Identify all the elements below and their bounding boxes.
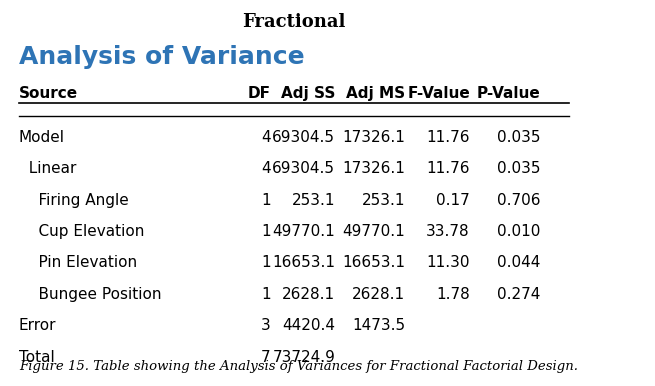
Text: Pin Elevation: Pin Elevation — [19, 256, 137, 271]
Text: 16653.1: 16653.1 — [272, 256, 335, 271]
Text: 16653.1: 16653.1 — [343, 256, 405, 271]
Text: 49770.1: 49770.1 — [343, 224, 405, 239]
Text: Adj SS: Adj SS — [281, 86, 335, 101]
Text: 253.1: 253.1 — [291, 193, 335, 208]
Text: 1.78: 1.78 — [436, 287, 470, 302]
Text: Total: Total — [19, 350, 55, 365]
Text: 11.30: 11.30 — [426, 256, 470, 271]
Text: Linear: Linear — [19, 161, 77, 176]
Text: Firing Angle: Firing Angle — [19, 193, 128, 208]
Text: P-Value: P-Value — [476, 86, 540, 101]
Text: 49770.1: 49770.1 — [272, 224, 335, 239]
Text: 11.76: 11.76 — [426, 161, 470, 176]
Text: 0.17: 0.17 — [436, 193, 470, 208]
Text: 253.1: 253.1 — [362, 193, 405, 208]
Text: 0.035: 0.035 — [496, 161, 540, 176]
Text: 73724.9: 73724.9 — [272, 350, 335, 365]
Text: Cup Elevation: Cup Elevation — [19, 224, 144, 239]
Text: Analysis of Variance: Analysis of Variance — [19, 46, 305, 69]
Text: 4: 4 — [261, 130, 271, 145]
Text: 4420.4: 4420.4 — [282, 318, 335, 334]
Text: 3: 3 — [261, 318, 271, 334]
Text: 69304.5: 69304.5 — [272, 161, 335, 176]
Text: 2628.1: 2628.1 — [282, 287, 335, 302]
Text: Source: Source — [19, 86, 78, 101]
Text: 1: 1 — [261, 193, 271, 208]
Text: 17326.1: 17326.1 — [343, 130, 405, 145]
Text: 4: 4 — [261, 161, 271, 176]
Text: DF: DF — [248, 86, 271, 101]
Text: 0.044: 0.044 — [496, 256, 540, 271]
Text: 1473.5: 1473.5 — [352, 318, 405, 334]
Text: 0.035: 0.035 — [496, 130, 540, 145]
Text: 0.706: 0.706 — [496, 193, 540, 208]
Text: 0.274: 0.274 — [496, 287, 540, 302]
Text: 1: 1 — [261, 224, 271, 239]
Text: Bungee Position: Bungee Position — [19, 287, 161, 302]
Text: 17326.1: 17326.1 — [343, 161, 405, 176]
Text: 33.78: 33.78 — [426, 224, 470, 239]
Text: 0.010: 0.010 — [496, 224, 540, 239]
Text: Figure 15. Table showing the Analysis of Variances for Fractional Factorial Desi: Figure 15. Table showing the Analysis of… — [19, 360, 578, 373]
Text: Adj MS: Adj MS — [346, 86, 405, 101]
Text: 69304.5: 69304.5 — [272, 130, 335, 145]
Text: 7: 7 — [261, 350, 271, 365]
Text: Model: Model — [19, 130, 65, 145]
Text: 1: 1 — [261, 256, 271, 271]
Text: 1: 1 — [261, 287, 271, 302]
Text: 2628.1: 2628.1 — [352, 287, 405, 302]
Text: Fractional: Fractional — [242, 13, 346, 31]
Text: Error: Error — [19, 318, 56, 334]
Text: F-Value: F-Value — [407, 86, 470, 101]
Text: 11.76: 11.76 — [426, 130, 470, 145]
